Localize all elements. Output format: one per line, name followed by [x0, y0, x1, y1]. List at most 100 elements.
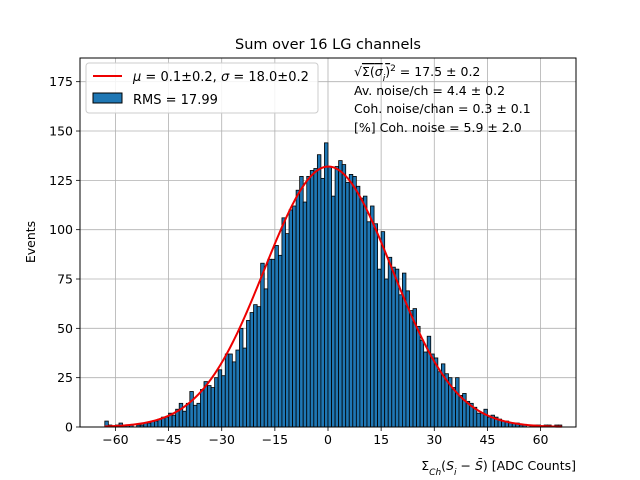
histogram-bar [334, 166, 340, 428]
y-tick-label: 25 [57, 370, 73, 385]
histogram-bar [363, 195, 368, 428]
histogram-bar [192, 404, 198, 428]
histogram-bar [207, 385, 212, 428]
histogram-bar [409, 310, 414, 428]
histogram-bar [228, 353, 233, 428]
legend-fit-label: μ = 0.1±0.2, σ = 18.0±0.2 [132, 70, 309, 85]
histogram-bar [288, 209, 293, 428]
histogram-bar [267, 258, 272, 428]
histogram-bar [476, 412, 481, 428]
histogram-bar [487, 416, 492, 428]
annotation-sqrt-sum-sigma: √Σ(σi)2 = 17.5 ± 0.2 [354, 64, 480, 84]
y-tick-label: 125 [49, 173, 73, 188]
histogram-bar [242, 347, 247, 428]
x-axis-label: ΣCh(Si − S̄) [ADC Counts] [421, 458, 576, 478]
histogram-bar [210, 387, 216, 428]
histogram-bar [451, 387, 456, 428]
histogram-bar [260, 262, 265, 428]
annotation-coh-noise-chan: Coh. noise/chan = 0.3 ± 0.1 [354, 101, 531, 116]
histogram-bar [437, 371, 442, 428]
y-tick-label: 150 [49, 124, 73, 139]
histogram-bar [217, 369, 223, 428]
histogram-bar [359, 197, 364, 428]
gaussian-fit-line [104, 165, 562, 428]
histogram-bar [352, 175, 357, 428]
histogram-bar [224, 353, 230, 428]
histogram-bars [104, 142, 563, 428]
histogram-bar [341, 164, 347, 428]
histogram-bar [231, 361, 237, 428]
histogram-bar [171, 414, 177, 428]
histogram-bar [249, 312, 255, 428]
histogram-bar [320, 177, 325, 428]
histogram-bar [384, 278, 389, 428]
histogram-bar [416, 325, 421, 428]
stats-annotations: √Σ(σi)2 = 17.5 ± 0.2 Av. noise/ch = 4.4 … [354, 64, 531, 135]
histogram-bar [253, 304, 258, 428]
histogram-bar [380, 231, 386, 428]
x-tick-label: −60 [102, 432, 128, 447]
histogram-bar [366, 221, 371, 428]
x-tick-label: 30 [426, 432, 442, 447]
histogram-bar [189, 391, 194, 428]
histogram-bar [277, 254, 283, 428]
histogram-bar [391, 266, 396, 428]
histogram-bar [214, 377, 219, 428]
histogram-bar [458, 395, 464, 428]
histogram-bar [355, 185, 361, 428]
histogram-bar [324, 142, 329, 428]
histogram-bar [221, 375, 226, 428]
histogram-bar [373, 223, 378, 428]
histogram-bar [299, 175, 304, 428]
y-axis-label: Events [23, 221, 38, 263]
annotation-coh-noise-percent: [%] Coh. noise = 5.9 ± 2.0 [354, 120, 522, 135]
histogram-bar [306, 175, 311, 428]
histogram-bar [246, 320, 251, 428]
y-tick-label: 50 [57, 321, 73, 336]
histogram-bar [285, 233, 290, 428]
histogram-bar [292, 205, 297, 428]
legend-rms-label: RMS = 17.99 [133, 93, 218, 108]
histogram-bar [348, 174, 354, 428]
histogram-bar [200, 389, 205, 428]
histogram-bar [302, 201, 308, 428]
y-axis-ticks: 0 25 50 75 100 125 150 175 [49, 74, 80, 435]
histogram-bar [377, 268, 382, 428]
x-tick-label: 0 [324, 432, 332, 447]
x-tick-label: 15 [373, 432, 389, 447]
histogram-bar [455, 377, 460, 428]
histogram-bar [419, 339, 425, 428]
legend-rms-swatch [92, 92, 123, 104]
histogram-bar [274, 245, 279, 428]
histogram-bar [239, 327, 244, 428]
x-tick-label: −15 [262, 432, 288, 447]
histogram-bar [164, 416, 169, 428]
histogram-bar [370, 205, 375, 428]
histogram-bar [182, 410, 187, 428]
histogram-bar [394, 268, 400, 428]
annotation-av-noise: Av. noise/ch = 4.4 ± 0.2 [354, 83, 505, 98]
histogram-bar [153, 420, 159, 428]
histogram-bar [327, 166, 332, 428]
histogram-bar [309, 170, 315, 428]
histogram-bar [387, 256, 393, 428]
histogram-bar [398, 294, 403, 428]
histogram-bar [479, 412, 485, 428]
histogram-bar [235, 349, 240, 428]
histogram-bar [345, 181, 350, 428]
histogram-bar [146, 422, 152, 428]
legend-box [85, 62, 319, 114]
x-axis-ticks: −60 −45 −30 −15 0 15 30 45 60 [102, 427, 549, 447]
x-tick-label: −30 [209, 432, 235, 447]
histogram-bar [331, 195, 336, 428]
x-tick-label: 60 [533, 432, 549, 447]
x-tick-label: −45 [155, 432, 181, 447]
histogram-bar [270, 258, 276, 428]
histogram-bar [423, 351, 428, 428]
y-tick-label: 100 [49, 222, 73, 237]
histogram-bar [281, 217, 286, 428]
histogram-bar [263, 288, 269, 428]
histogram-bar [256, 306, 262, 428]
y-tick-label: 75 [57, 272, 73, 287]
